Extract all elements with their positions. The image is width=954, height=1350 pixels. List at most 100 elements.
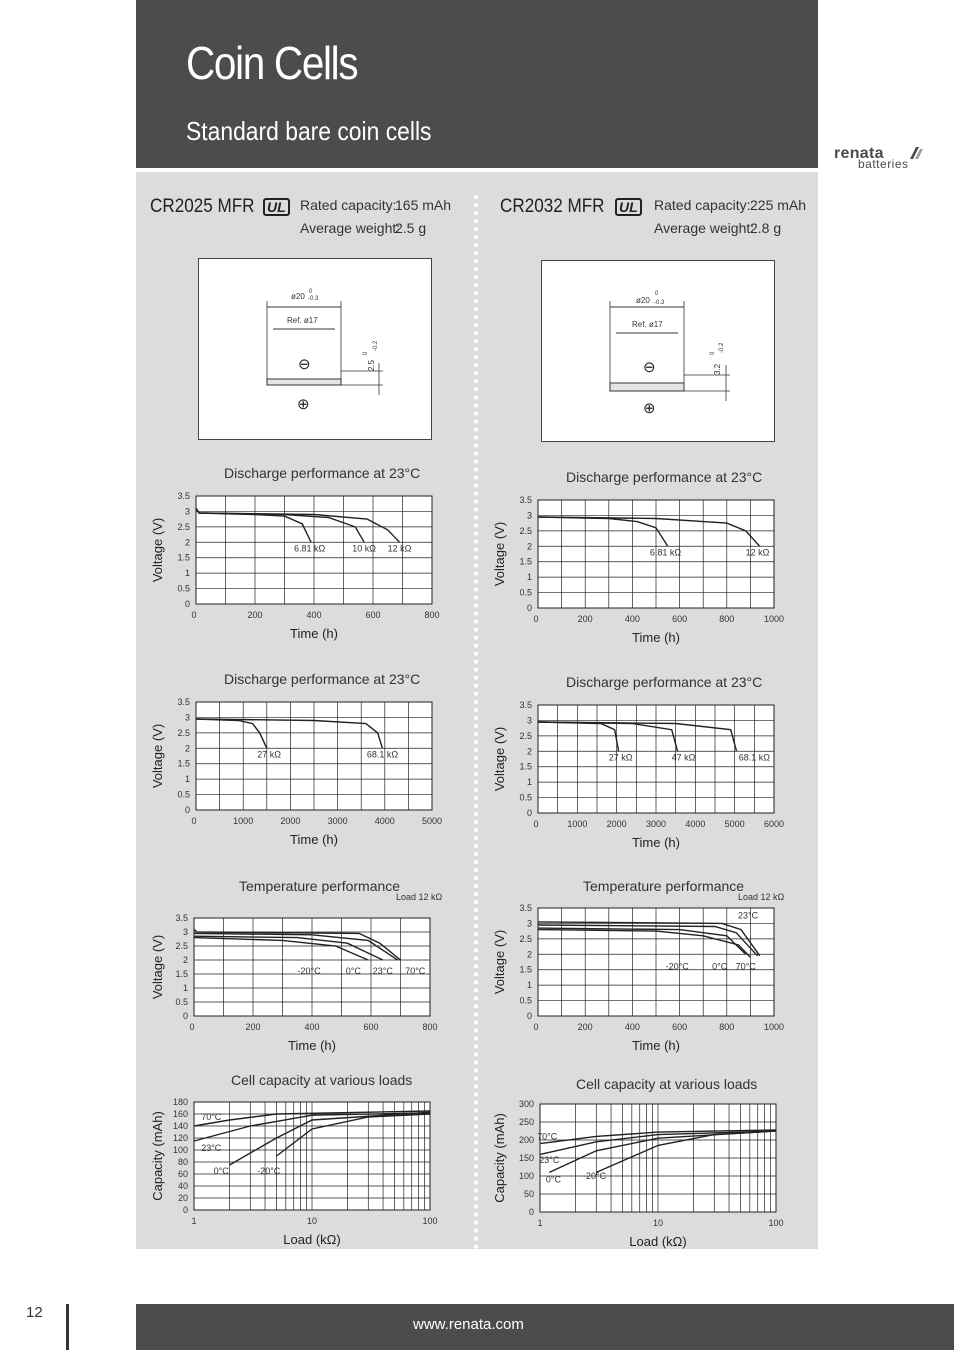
x-tick-label: 5000 (725, 819, 745, 829)
y-tick-label: 3 (527, 918, 532, 928)
x-tick-label: 400 (306, 610, 321, 620)
height-tol-upper: 0 (363, 351, 369, 355)
y-tick-label: 3.5 (519, 700, 532, 710)
y-tick-label: 0.5 (177, 584, 190, 594)
y-tick-label: 0.5 (519, 996, 532, 1006)
y-tick-label: 3 (183, 927, 188, 937)
x-axis-title: Time (h) (632, 1038, 680, 1053)
product-model: CR2032 MFR (500, 196, 605, 217)
y-tick-label: 0 (527, 1011, 532, 1021)
x-tick-label: 600 (363, 1022, 378, 1032)
y-tick-label: 3.5 (177, 697, 190, 707)
x-tick-label: 200 (247, 610, 262, 620)
series-line (193, 1110, 431, 1127)
positive-terminal-icon: ⊕ (643, 400, 656, 417)
y-axis-title: Voltage (V) (492, 930, 507, 994)
y-tick-label: 0 (527, 808, 532, 818)
series-line (537, 921, 761, 957)
series-label: -20°C (257, 1166, 281, 1176)
x-tick-label: 2000 (280, 816, 300, 826)
brand-name: renata (834, 145, 884, 162)
series-label: 23°C (738, 911, 759, 921)
x-tick-label: 10 (307, 1216, 317, 1226)
y-tick-label: 20 (178, 1193, 188, 1203)
y-axis-title: Voltage (V) (150, 518, 165, 582)
footer-bar: www.renata.com (136, 1304, 954, 1350)
brand-sub: batteries (858, 157, 909, 171)
series-label: 0°C (214, 1166, 230, 1176)
page-number-rule (66, 1304, 69, 1350)
y-axis-title: Capacity (mAh) (492, 1113, 507, 1203)
x-tick-label: 0 (189, 1022, 194, 1032)
y-axis-title: Voltage (V) (150, 724, 165, 788)
x-axis-title: Time (h) (290, 832, 338, 847)
x-tick-label: 2000 (607, 819, 627, 829)
y-tick-label: 40 (178, 1181, 188, 1191)
capacity-value: 165 mAh (395, 197, 452, 213)
x-tick-label: 4000 (685, 819, 705, 829)
series-line (276, 1113, 431, 1157)
y-tick-label: 0.5 (177, 790, 190, 800)
series-line (193, 935, 384, 961)
chart-title: Discharge performance at 23°C (566, 674, 763, 690)
discharge-chart: 0 0.5 1 1.5 2 2.5 3 3.5 0 1000 2000 3000 4000 5000 27 … (150, 697, 442, 847)
x-tick-label: 800 (422, 1022, 437, 1032)
series-line (229, 1111, 431, 1166)
diameter-tol-upper: 0 (655, 291, 659, 297)
y-tick-label: 140 (173, 1121, 188, 1131)
y-tick-label: 180 (173, 1097, 188, 1107)
series-label: 0°C (546, 1175, 562, 1185)
weight-label: Average weight: (300, 220, 401, 236)
x-tick-label: 1000 (764, 614, 784, 624)
diameter-tol-lower: -0.3 (308, 296, 319, 302)
y-tick-label: 2 (185, 743, 190, 753)
series-label: -20°C (297, 966, 321, 976)
y-tick-label: 2.5 (177, 522, 190, 532)
series-line (193, 928, 401, 961)
x-tick-label: 5000 (422, 816, 442, 826)
cell-drawing-svg: ø20 0 -0.3 Ref. ø17 2.5 0 -0.2 ⊖ ⊕ (266, 289, 383, 413)
discharge-chart: 0 0.5 1 1.5 2 2.5 3 3.5 0 200 400 600 800 1000 6.81 kΩ… (492, 495, 784, 645)
y-tick-label: 250 (519, 1117, 534, 1127)
y-tick-label: 2.5 (177, 728, 190, 738)
x-axis-title: Time (h) (288, 1038, 336, 1053)
series-label: 0°C (712, 962, 728, 972)
capacity-label: Rated capacity: (654, 197, 751, 213)
ref-label: Ref. ø17 (632, 320, 663, 329)
y-tick-label: 3 (527, 510, 532, 520)
chart-title: Discharge performance at 23°C (224, 465, 421, 481)
x-tick-label: 0 (533, 1022, 538, 1032)
x-tick-label: 100 (768, 1218, 783, 1228)
chart-title: Temperature performance (239, 878, 401, 894)
series-line (537, 721, 738, 752)
y-tick-label: 1.5 (519, 762, 532, 772)
x-tick-label: 400 (625, 1022, 640, 1032)
x-axis-title: Time (h) (632, 630, 680, 645)
cell-drawing: ø20 0 -0.3 Ref. ø17 2.5 0 -0.2 ⊖ ⊕ (198, 258, 432, 440)
height-label: 2.5 (367, 359, 376, 371)
y-tick-label: 2 (183, 955, 188, 965)
x-axis-title: Time (h) (290, 626, 338, 641)
x-tick-label: 0 (191, 816, 196, 826)
series-line (537, 927, 747, 955)
temperature-chart: 0 0.5 1 1.5 2 2.5 3 3.5 0 200 400 600 800 1000 -20°C 0°… (492, 892, 785, 1053)
x-axis-title: Load (kΩ) (629, 1234, 686, 1249)
y-tick-label: 3 (527, 715, 532, 725)
series-line (195, 718, 384, 749)
y-tick-label: 150 (519, 1153, 534, 1163)
x-tick-label: 10 (653, 1218, 663, 1228)
y-tick-label: 0 (185, 805, 190, 815)
chart-title: Cell capacity at various loads (576, 1076, 758, 1092)
page-header: Coin Cells Standard bare coin cells (136, 0, 818, 168)
chart-title: Discharge performance at 23°C (566, 469, 763, 485)
y-tick-label: 1 (185, 568, 190, 578)
x-tick-label: 4000 (375, 816, 395, 826)
series-label: 27 kΩ (609, 752, 633, 762)
diameter-label: ø20 (636, 296, 650, 305)
x-tick-label: 0 (191, 610, 196, 620)
y-tick-label: 3.5 (177, 491, 190, 501)
y-tick-label: 1.5 (177, 553, 190, 563)
x-tick-label: 0 (533, 819, 538, 829)
y-tick-label: 100 (173, 1145, 188, 1155)
y-tick-label: 80 (178, 1157, 188, 1167)
